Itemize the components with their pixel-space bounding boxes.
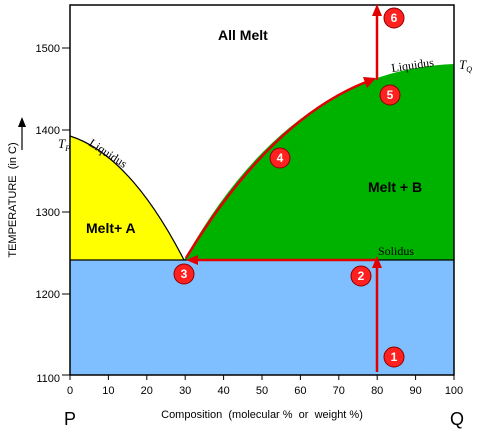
x-tick-label: 40 <box>217 385 229 397</box>
solidus-label: Solidus <box>378 244 414 258</box>
x-tick-label: 100 <box>445 385 463 397</box>
melt-a-region <box>70 136 184 260</box>
x-tick-label: 30 <box>179 385 191 397</box>
marker-2-number: 2 <box>358 269 365 283</box>
y-axis-title: TEMPERATURE (in C) <box>7 142 19 257</box>
tq-label: TQ <box>459 57 472 74</box>
y-tick-label: 1100 <box>36 373 60 385</box>
y-tick-label: 1400 <box>36 125 60 137</box>
melt-b-region <box>184 64 454 260</box>
path-arrowhead <box>372 256 382 268</box>
liquidus-right-label: Liquidus <box>390 55 435 75</box>
x-tick-label: 80 <box>371 385 383 397</box>
marker-4: 4 <box>269 147 291 169</box>
y-tick-label: 1500 <box>36 43 60 55</box>
x-tick-label: 70 <box>333 385 345 397</box>
tp-label: TP <box>58 136 70 153</box>
x-tick-label: 90 <box>409 385 421 397</box>
marker-2: 2 <box>350 265 372 287</box>
marker-1-number: 1 <box>391 350 398 364</box>
marker-3-number: 3 <box>181 267 188 281</box>
marker-5: 5 <box>379 84 401 106</box>
x-tick-label: 10 <box>102 385 114 397</box>
all-melt-label: All Melt <box>218 27 268 43</box>
path-arrowhead <box>186 255 198 265</box>
x-tick-label: 20 <box>141 385 153 397</box>
path-arrowhead <box>363 77 376 88</box>
marker-6: 6 <box>383 7 405 29</box>
x-axis-title: Composition (molecular % or weight %) <box>161 409 363 421</box>
marker-4-number: 4 <box>277 151 284 165</box>
path-segment-3-5 <box>184 80 367 259</box>
y-ticks <box>62 47 70 376</box>
y-tick-label: 1300 <box>36 207 60 219</box>
marker-5-number: 5 <box>387 88 394 102</box>
x-axis-right-end-label: Q <box>450 409 464 429</box>
liquidus-left-curve <box>69 135 185 261</box>
x-tick-label: 50 <box>256 385 268 397</box>
melt-a-label: Melt+ A <box>86 220 136 236</box>
x-tick-label: 0 <box>67 385 73 397</box>
marker-3: 3 <box>173 263 195 285</box>
x-axis-left-end-label: P <box>64 409 76 429</box>
x-tick-label: 60 <box>294 385 306 397</box>
marker-6-number: 6 <box>391 11 398 25</box>
y-tick-label: 1200 <box>36 289 60 301</box>
y-axis-arrow <box>18 117 26 150</box>
x-ticks <box>69 375 455 380</box>
path-arrowhead <box>372 4 382 16</box>
melt-b-label: Melt + B <box>368 179 422 195</box>
crystallization-path <box>184 4 382 372</box>
marker-1: 1 <box>383 346 405 368</box>
